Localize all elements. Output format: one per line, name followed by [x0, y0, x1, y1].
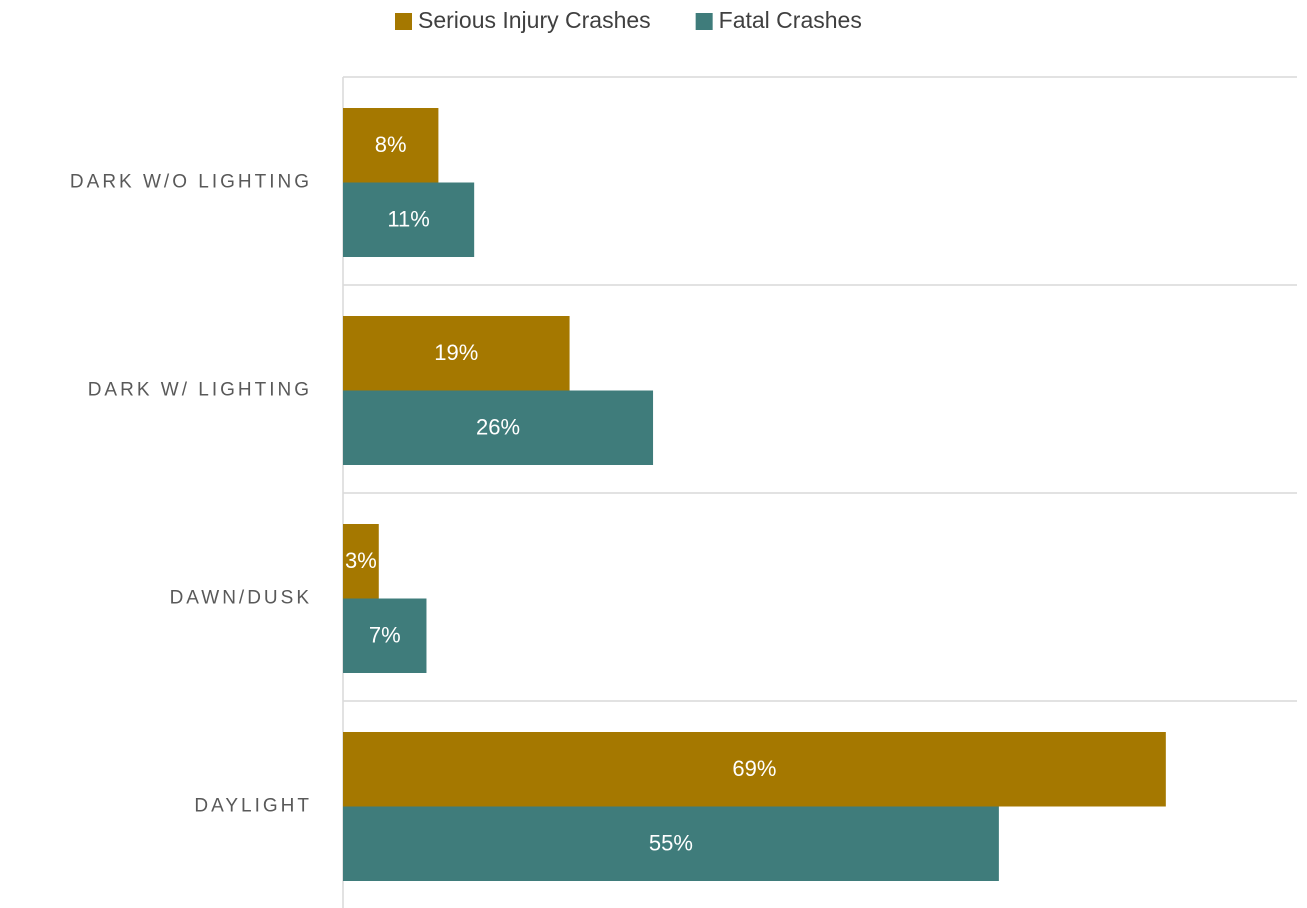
- value-label: 11%: [387, 207, 429, 232]
- category-label: DARK W/O LIGHTING: [70, 172, 312, 193]
- bar: [343, 524, 379, 599]
- legend-label: Fatal Crashes: [719, 7, 862, 33]
- value-label: 55%: [649, 831, 693, 856]
- bar: [343, 598, 427, 673]
- bar: [343, 316, 570, 391]
- legend-label: Serious Injury Crashes: [418, 7, 651, 33]
- value-label: 7%: [369, 623, 401, 648]
- bar: [343, 390, 654, 465]
- value-label: 3%: [345, 548, 377, 573]
- legend-swatch: [695, 13, 713, 30]
- bar: [343, 732, 1166, 807]
- bar: [343, 806, 999, 881]
- bar: [343, 108, 439, 183]
- value-label: 69%: [732, 756, 776, 781]
- category-label: DAWN/DUSK: [170, 588, 312, 609]
- category-label: DAYLIGHT: [194, 796, 312, 817]
- value-label: 19%: [434, 340, 478, 365]
- legend-swatch: [395, 13, 412, 30]
- category-label: DARK W/ LIGHTING: [88, 380, 312, 401]
- value-label: 8%: [375, 132, 407, 157]
- bar: [343, 182, 475, 257]
- value-label: 26%: [476, 415, 520, 440]
